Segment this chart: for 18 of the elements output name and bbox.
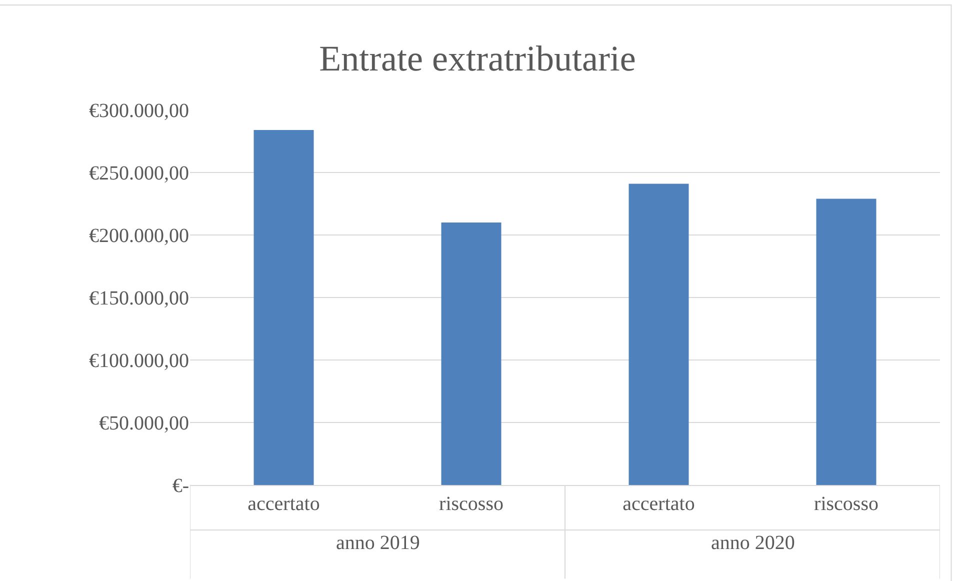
x-tick-label: accertato bbox=[248, 493, 320, 515]
y-tick-label: €150.000,00 bbox=[89, 288, 189, 310]
y-tick-label: €- bbox=[172, 475, 189, 497]
bar bbox=[816, 198, 876, 485]
chart-title: Entrate extratributarie bbox=[319, 38, 636, 79]
y-tick-label: €200.000,00 bbox=[89, 225, 189, 247]
y-tick-label: €100.000,00 bbox=[89, 350, 189, 372]
text: anno 2020 bbox=[711, 532, 795, 554]
y-tick-label: €300.000,00 bbox=[89, 100, 189, 122]
x-tick-label: accertato bbox=[622, 493, 695, 515]
bar bbox=[254, 130, 314, 485]
y-tick-label: €50.000,00 bbox=[99, 412, 189, 434]
x-tick-label: riscosso bbox=[814, 493, 878, 515]
x-tick-label: riscosso bbox=[439, 493, 504, 515]
text: anno 2019 bbox=[336, 532, 420, 554]
bar bbox=[441, 222, 502, 485]
bar bbox=[628, 184, 689, 485]
y-tick-label: €250.000,00 bbox=[89, 162, 189, 184]
